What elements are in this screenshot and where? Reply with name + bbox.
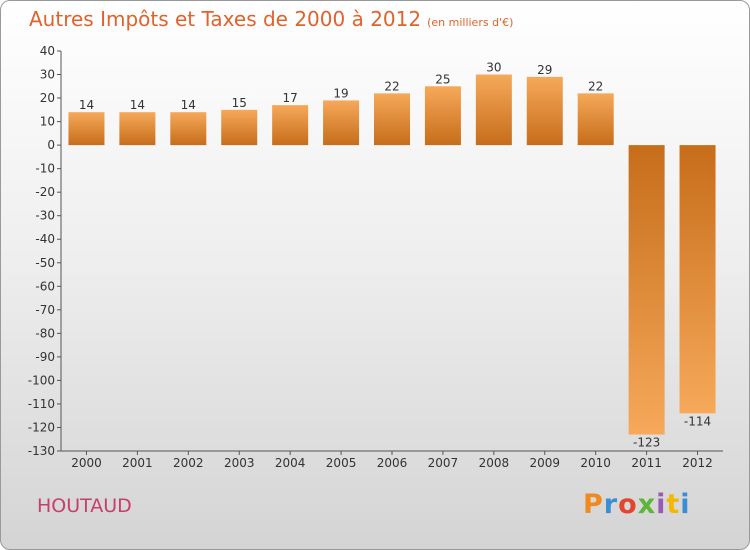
data-label: 29 bbox=[537, 63, 552, 77]
y-tick-label: -120 bbox=[28, 420, 55, 434]
logo-letter: x bbox=[637, 489, 657, 520]
data-label: 14 bbox=[79, 98, 94, 112]
data-label: -123 bbox=[633, 436, 660, 450]
logo-letter: P bbox=[583, 489, 604, 520]
logo-letter: i bbox=[656, 489, 667, 520]
data-labels: 14 14 14 15 17 19 22 25 30 29 22 -123 -114 bbox=[79, 61, 711, 450]
bar bbox=[526, 76, 563, 146]
data-label: 22 bbox=[588, 79, 603, 93]
logo-letter: r bbox=[603, 489, 619, 520]
bar bbox=[374, 93, 410, 146]
data-label: 14 bbox=[130, 98, 145, 112]
data-label: 30 bbox=[486, 61, 501, 75]
x-tick-label: 2011 bbox=[631, 456, 662, 470]
bar bbox=[424, 86, 461, 146]
data-label: 15 bbox=[232, 96, 247, 110]
chart-title-text: Autres Impôts et Taxes de 2000 à 2012 bbox=[29, 7, 422, 31]
chart-title: Autres Impôts et Taxes de 2000 à 2012 (en… bbox=[29, 7, 513, 31]
bar bbox=[68, 112, 105, 146]
x-tick-label: 2009 bbox=[529, 456, 560, 470]
x-tick-label: 2012 bbox=[682, 456, 713, 470]
bar bbox=[119, 112, 156, 146]
y-tick-label: 20 bbox=[40, 91, 55, 105]
y-tick-label: -80 bbox=[35, 326, 55, 340]
y-tick-label: -50 bbox=[35, 256, 55, 270]
y-tick-label: 30 bbox=[40, 68, 55, 82]
x-tick-label: 2010 bbox=[580, 456, 611, 470]
x-tick-label: 2000 bbox=[71, 456, 102, 470]
bar bbox=[272, 105, 309, 146]
y-tick-label: -20 bbox=[35, 185, 55, 199]
y-tick-label: 0 bbox=[47, 138, 55, 152]
y-tick-label: -90 bbox=[35, 350, 55, 364]
x-tick-label: 2004 bbox=[275, 456, 306, 470]
y-tick-label: -40 bbox=[35, 232, 55, 246]
x-tick-label: 2007 bbox=[428, 456, 459, 470]
bar bbox=[577, 93, 614, 146]
y-tick-label: 40 bbox=[40, 44, 55, 58]
y-tick-label: -60 bbox=[35, 279, 55, 293]
x-tick-label: 2008 bbox=[479, 456, 510, 470]
axes: 403020100-10-20-30-40-50-60-70-80-90-100… bbox=[28, 44, 723, 470]
bar bbox=[323, 100, 360, 146]
logo-letter: i bbox=[680, 489, 691, 520]
data-label: -114 bbox=[684, 414, 711, 428]
data-label: 19 bbox=[333, 86, 348, 100]
y-tick-label: -100 bbox=[28, 373, 55, 387]
x-tick-label: 2006 bbox=[377, 456, 408, 470]
x-tick-label: 2005 bbox=[326, 456, 357, 470]
y-tick-label: -110 bbox=[28, 397, 55, 411]
y-tick-label: 10 bbox=[40, 115, 55, 129]
commune-name: HOUTAUD bbox=[37, 495, 132, 517]
chart-unit: (en milliers d'€) bbox=[427, 16, 514, 29]
logo-letter: o bbox=[618, 489, 638, 520]
bar bbox=[170, 112, 207, 146]
data-label: 22 bbox=[384, 79, 399, 93]
y-tick-label: -130 bbox=[28, 444, 55, 458]
y-tick-label: -30 bbox=[35, 209, 55, 223]
bar bbox=[221, 109, 258, 146]
logo-letter: t bbox=[666, 489, 681, 520]
x-tick-label: 2001 bbox=[122, 456, 153, 470]
data-label: 17 bbox=[283, 91, 298, 105]
bars bbox=[68, 74, 716, 435]
bar bbox=[628, 145, 665, 435]
y-tick-label: -10 bbox=[35, 162, 55, 176]
bar bbox=[679, 145, 716, 414]
x-tick-label: 2002 bbox=[173, 456, 204, 470]
data-label: 14 bbox=[181, 98, 196, 112]
bar bbox=[475, 74, 512, 146]
x-tick-label: 2003 bbox=[224, 456, 255, 470]
data-label: 25 bbox=[435, 72, 450, 86]
proxiti-logo: Proxiti bbox=[583, 489, 691, 520]
y-tick-label: -70 bbox=[35, 303, 55, 317]
